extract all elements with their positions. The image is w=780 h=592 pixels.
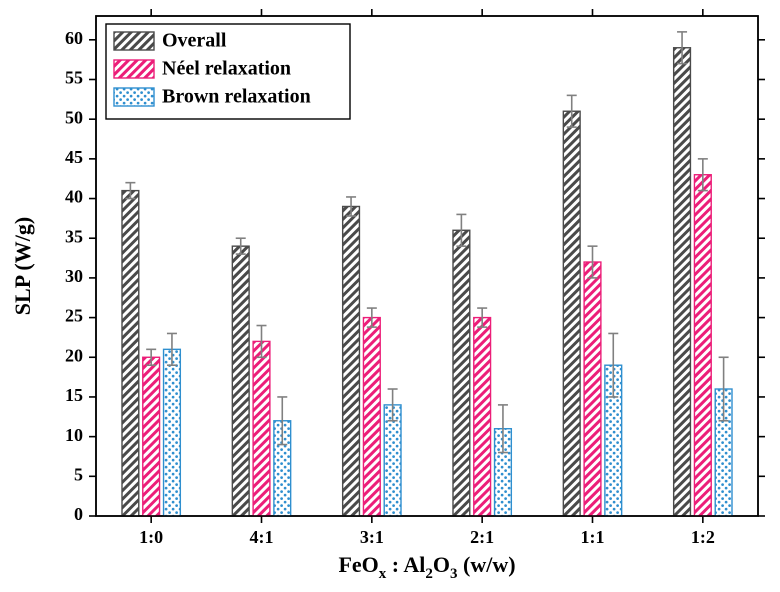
bar [453,230,470,516]
x-tick-label: 2:1 [470,527,494,547]
y-axis-title: SLP (W/g) [10,217,35,315]
slp-bar-chart: 0 5 10 15 20 25 30 35 40 45 50 55 60 SLP (W/g) 1:0 4:1 3… [0,0,780,592]
y-tick-label: 0 [74,504,83,524]
legend-label: Brown relaxation [162,85,311,107]
legend-swatch [114,88,154,106]
x-axis-title: FeOx : Al2O3 (w/w) [338,552,515,582]
y-tick-label: 60 [65,28,83,48]
y-tick-label: 40 [65,187,83,207]
bar [343,206,360,516]
y-tick-label: 10 [65,425,83,445]
y-tick-label: 45 [65,147,83,167]
x-tick-label: 1:2 [691,527,715,547]
bar [143,357,160,516]
legend-label: Néel relaxation [162,57,291,79]
x-tick-label: 1:0 [139,527,163,547]
legend-swatch [114,60,154,78]
y-tick-label: 5 [74,464,83,484]
y-tick-label: 35 [65,226,83,246]
bar [253,341,270,516]
x-tick-label: 4:1 [250,527,274,547]
y-tick-label: 55 [65,68,83,88]
bar [122,191,139,516]
y-tick-label: 15 [65,385,83,405]
bar [563,111,580,516]
bar [232,246,249,516]
bar [694,175,711,516]
chart-svg: 0 5 10 15 20 25 30 35 40 45 50 55 60 SLP (W/g) 1:0 4:1 3… [0,0,780,592]
x-tick-label: 1:1 [581,527,605,547]
y-tick-label: 30 [65,266,83,286]
legend: Overall Néel relaxation Brown relaxation [106,24,350,119]
bar [363,318,380,516]
legend-swatch [114,32,154,50]
y-tick-label: 20 [65,345,83,365]
x-tick-label: 3:1 [360,527,384,547]
bar [584,262,601,516]
bar [474,318,491,516]
legend-label: Overall [162,29,227,51]
y-tick-label: 50 [65,107,83,127]
y-tick-label: 25 [65,306,83,326]
bar [164,349,181,516]
bar [674,48,691,516]
